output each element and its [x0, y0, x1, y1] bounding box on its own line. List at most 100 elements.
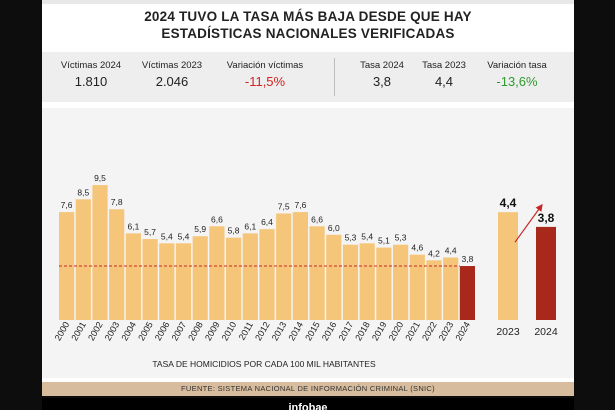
stat-value: -13,6%	[496, 74, 538, 89]
year-label-2023: 2023	[437, 320, 456, 342]
title-line-1: 2024 TUVO LA TASA MÁS BAJA DESDE QUE HAY	[144, 9, 472, 24]
homicide-rate-chart: 7,6 8,5 9,5 7,8 6,1 5,7 5,4 5,4 5,9 6,6 5,8 6,1 6,4 7…	[53, 173, 558, 369]
year-label-2001: 2001	[69, 320, 88, 342]
bar-2023	[443, 257, 459, 320]
year-label-2019: 2019	[370, 320, 389, 342]
year-label-2011: 2011	[237, 320, 255, 342]
value-label-2024: 3,8	[461, 254, 473, 264]
stats-divider	[334, 58, 335, 96]
bar-2017	[342, 244, 359, 320]
year-label-2016: 2016	[320, 320, 339, 342]
bar-2004	[125, 233, 141, 320]
infographic-title: 2024 TUVO LA TASA MÁS BAJA DESDE QUE HAY…	[42, 8, 574, 42]
decrease-arrow	[514, 203, 543, 243]
stat-label: Variación víctimas	[226, 60, 304, 71]
bar-2022	[426, 260, 442, 320]
year-label-2020: 2020	[387, 320, 406, 342]
year-label-2013: 2013	[270, 320, 289, 342]
value-label-2007: 5,4	[178, 231, 190, 241]
bar-2020	[393, 244, 409, 320]
value-label-2009: 6,6	[211, 214, 223, 224]
x-axis-label: TASA DE HOMICIDIOS POR CADA 100 MIL HABI…	[152, 359, 376, 369]
value-label-2017: 5,3	[345, 233, 357, 243]
value-label-2013: 7,5	[278, 202, 290, 212]
stat-value: 1.810	[74, 74, 108, 89]
year-label-2009: 2009	[203, 320, 222, 342]
stats-bar: Víctimas 2024 1.810 Víctimas 2023 2.046 …	[42, 52, 574, 102]
stat-rate-variation: Variación tasa -13,6%	[472, 60, 562, 89]
bar-2001	[75, 199, 91, 320]
bar-2021	[409, 254, 425, 320]
year-label-2007: 2007	[170, 320, 189, 342]
top-bar	[42, 0, 574, 4]
value-label-2008: 5,9	[194, 224, 206, 234]
value-label-2021: 4,6	[411, 243, 423, 253]
value-label-2020: 5,3	[395, 233, 407, 243]
year-label-2018: 2018	[353, 320, 372, 342]
year-label-2012: 2012	[253, 320, 272, 342]
compare-value-label-2024: 3,8	[538, 211, 555, 225]
bar-2003	[109, 209, 125, 320]
compare-bar-2023	[498, 212, 518, 320]
infographic-panel: 2024 TUVO LA TASA MÁS BAJA DESDE QUE HAY…	[42, 0, 574, 410]
year-label-2003: 2003	[103, 320, 122, 342]
stat-victims-2024: Víctimas 2024 1.810	[52, 60, 130, 89]
bar-2012	[259, 229, 275, 320]
stat-label: Víctimas 2024	[60, 60, 122, 71]
stat-label: Tasa 2023	[422, 60, 466, 71]
value-label-2022: 4,2	[428, 248, 440, 258]
value-label-2010: 5,8	[228, 226, 240, 236]
compare-value-label-2023: 4,4	[500, 196, 517, 210]
compare-year-label-2024: 2024	[534, 326, 558, 338]
bar-2010	[226, 237, 242, 320]
stat-value: -11,5%	[244, 74, 286, 89]
value-label-2002: 9,5	[94, 173, 106, 183]
bar-2013	[276, 213, 292, 320]
title-line-2: ESTADÍSTICAS NACIONALES VERIFICADAS	[161, 26, 455, 41]
stat-value: 3,8	[372, 74, 392, 89]
year-label-2005: 2005	[136, 320, 155, 342]
year-label-2000: 2000	[53, 320, 72, 342]
stat-victims-2023: Víctimas 2023 2.046	[132, 60, 212, 89]
year-label-2014: 2014	[286, 320, 305, 342]
stat-rate-2024: Tasa 2024 3,8	[350, 60, 414, 89]
value-label-2015: 6,6	[311, 214, 323, 224]
year-label-2015: 2015	[303, 320, 322, 342]
year-label-2008: 2008	[186, 320, 205, 342]
value-label-2011: 6,1	[244, 221, 256, 231]
bar-2015	[309, 226, 325, 320]
value-label-2005: 5,7	[144, 227, 156, 237]
source-note: FUENTE: SISTEMA NACIONAL DE INFORMACIÓN …	[42, 382, 574, 396]
value-label-2000: 7,6	[61, 200, 73, 210]
stat-value: 4,4	[434, 74, 454, 89]
bar-2019	[376, 247, 392, 320]
stat-value: 2.046	[155, 74, 189, 89]
year-label-2002: 2002	[86, 320, 105, 342]
bar-2005	[142, 239, 158, 320]
bar-2008	[192, 236, 208, 320]
value-label-2018: 5,4	[361, 231, 373, 241]
value-label-2003: 7,8	[111, 197, 123, 207]
value-label-2012: 6,4	[261, 217, 273, 227]
bar-2002	[92, 185, 108, 320]
year-label-2024: 2024	[453, 320, 472, 342]
year-label-2006: 2006	[153, 320, 172, 342]
compare-bar-2024	[536, 226, 556, 320]
stat-label: Tasa 2024	[360, 60, 404, 71]
bar-2011	[242, 233, 258, 320]
value-label-2019: 5,1	[378, 236, 390, 246]
year-label-2022: 2022	[420, 320, 439, 342]
year-label-2010: 2010	[220, 320, 239, 342]
value-label-2004: 6,1	[127, 221, 139, 231]
bar-2016	[326, 234, 342, 320]
value-label-2001: 8,5	[77, 187, 89, 197]
bar-2007	[175, 243, 192, 320]
bar-2009	[209, 226, 225, 320]
compare-year-label-2023: 2023	[496, 326, 520, 338]
year-label-2017: 2017	[337, 320, 356, 342]
bar-2006	[159, 243, 175, 320]
year-label-2004: 2004	[119, 320, 138, 342]
brand-logo: infobae	[42, 398, 574, 410]
stat-victims-variation: Variación víctimas -11,5%	[210, 60, 320, 89]
bar-2018	[359, 243, 375, 320]
